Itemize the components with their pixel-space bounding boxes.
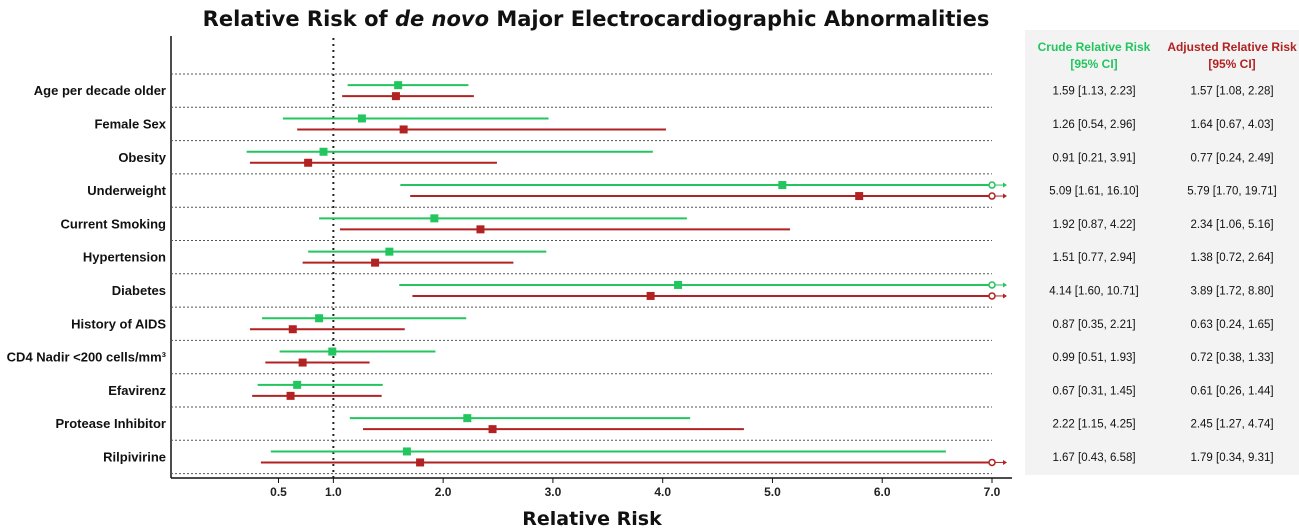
adjusted-point-estimate: [391, 92, 400, 101]
category-label: Diabetes: [112, 283, 166, 298]
adjusted-point-estimate: [304, 158, 313, 167]
x-tick-label: 2.0: [435, 485, 452, 499]
adjusted-point-estimate: [399, 125, 408, 134]
adjusted-point-estimate: [288, 325, 297, 334]
adjusted-column-header: Adjusted Relative Risk: [1167, 40, 1297, 54]
category-label: Current Smoking: [61, 216, 167, 231]
adjusted-point-estimate: [646, 291, 655, 300]
adjusted-ci-text: 1.57 [1.08, 2.28]: [1190, 86, 1273, 98]
crude-point-estimate: [328, 347, 337, 356]
crude-ci-text: 1.59 [1.13, 2.23]: [1052, 86, 1135, 98]
category-label: Hypertension: [83, 250, 166, 265]
crude-ci-text: 4.14 [1.60, 10.71]: [1049, 285, 1139, 297]
crude-point-estimate: [778, 181, 787, 190]
x-axis-label: Relative Risk: [522, 508, 662, 530]
adjusted-column-subheader: [95% CI]: [1208, 57, 1255, 71]
adjusted-ci-text: 0.61 [0.26, 1.44]: [1190, 385, 1273, 397]
crude-point-estimate: [385, 247, 394, 256]
adjusted-ci-text: 5.79 [1.70, 19.71]: [1187, 186, 1277, 198]
adjusted-point-estimate: [416, 458, 425, 467]
crude-ci-text: 0.67 [0.31, 1.45]: [1052, 385, 1135, 397]
chart-title: Relative Risk of de novo Major Electroca…: [203, 7, 990, 31]
crude-point-estimate: [315, 314, 324, 323]
adjusted-ci-text: 0.77 [0.24, 2.49]: [1190, 152, 1273, 164]
crude-ci-truncation-marker: [988, 281, 996, 289]
adjusted-ci-text: 1.79 [0.34, 9.31]: [1190, 452, 1273, 464]
adjusted-ci-text: 2.34 [1.06, 5.16]: [1190, 219, 1273, 231]
ci-table-panel: [1025, 30, 1299, 475]
x-tick-label: 7.0: [984, 485, 1001, 499]
crude-column-subheader: [95% CI]: [1070, 57, 1117, 71]
crude-column-header: Crude Relative Risk: [1038, 40, 1151, 54]
adjusted-point-estimate: [476, 225, 485, 234]
adjusted-ci-text: 0.63 [0.24, 1.65]: [1190, 319, 1273, 331]
category-label: History of AIDS: [71, 316, 166, 331]
crude-ci-text: 1.92 [0.87, 4.22]: [1052, 219, 1135, 231]
x-tick-label: 1.0: [325, 485, 342, 499]
adjusted-ci-truncation-marker: [988, 458, 996, 467]
crude-point-estimate: [674, 280, 683, 289]
crude-ci-text: 5.09 [1.61, 16.10]: [1049, 186, 1139, 198]
crude-point-estimate: [293, 380, 302, 389]
x-tick-label: 6.0: [874, 485, 891, 499]
category-label: Efavirenz: [108, 383, 166, 398]
x-tick-label: 3.0: [545, 485, 562, 499]
crude-point-estimate: [463, 414, 472, 423]
crude-point-estimate: [357, 114, 366, 123]
x-tick-label: 0.5: [270, 485, 287, 499]
crude-ci-truncation-marker: [988, 181, 996, 189]
crude-ci-text: 1.67 [0.43, 6.58]: [1052, 452, 1135, 464]
adjusted-ci-text: 0.72 [0.38, 1.33]: [1190, 352, 1273, 364]
adjusted-ci-text: 1.64 [0.67, 4.03]: [1190, 119, 1273, 131]
crude-ci-text: 0.87 [0.35, 2.21]: [1052, 319, 1135, 331]
category-label: Rilpivirine: [103, 449, 166, 464]
adjusted-ci-arrowhead: [1003, 293, 1007, 299]
crude-point-estimate: [319, 147, 328, 156]
category-label: CD4 Nadir <200 cells/mm³: [7, 350, 167, 365]
adjusted-point-estimate: [371, 258, 380, 267]
crude-ci-arrowhead: [1003, 182, 1007, 188]
crude-point-estimate: [402, 447, 411, 456]
adjusted-ci-truncation-marker: [988, 292, 996, 300]
adjusted-ci-arrowhead: [1003, 193, 1007, 199]
adjusted-point-estimate: [286, 391, 295, 400]
category-label: Age per decade older: [34, 83, 166, 98]
adjusted-point-estimate: [298, 358, 307, 367]
adjusted-ci-text: 2.45 [1.27, 4.74]: [1190, 419, 1273, 431]
crude-ci-arrowhead: [1003, 282, 1007, 288]
crude-point-estimate: [430, 214, 439, 223]
crude-ci-text: 0.91 [0.21, 3.91]: [1052, 152, 1135, 164]
adjusted-ci-arrowhead: [1003, 459, 1007, 465]
x-tick-label: 4.0: [654, 485, 671, 499]
adjusted-point-estimate: [855, 192, 864, 201]
adjusted-ci-truncation-marker: [988, 192, 996, 200]
crude-ci-text: 0.99 [0.51, 1.93]: [1052, 352, 1135, 364]
category-label: Obesity: [118, 150, 166, 165]
crude-ci-text: 2.22 [1.15, 4.25]: [1052, 419, 1135, 431]
category-label: Protease Inhibitor: [55, 416, 166, 431]
x-tick-label: 5.0: [764, 485, 781, 499]
adjusted-ci-text: 1.38 [0.72, 2.64]: [1190, 252, 1273, 264]
adjusted-point-estimate: [488, 425, 497, 434]
crude-ci-text: 1.26 [0.54, 2.96]: [1052, 119, 1135, 131]
crude-point-estimate: [394, 81, 403, 90]
category-label: Underweight: [87, 183, 166, 198]
adjusted-ci-text: 3.89 [1.72, 8.80]: [1190, 285, 1273, 297]
crude-ci-text: 1.51 [0.77, 2.94]: [1052, 252, 1135, 264]
category-label: Female Sex: [94, 116, 166, 131]
